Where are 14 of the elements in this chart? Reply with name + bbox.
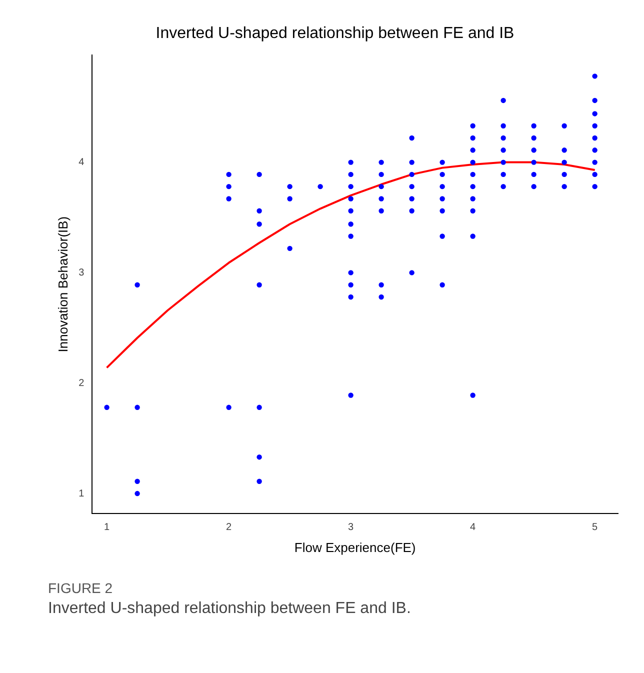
x-tick-label: 2 xyxy=(226,522,232,534)
x-tick-label: 3 xyxy=(348,522,354,534)
y-axis-title: Innovation Behavior(IB) xyxy=(55,216,70,352)
x-tick-label: 4 xyxy=(470,522,476,534)
y-tick-label: 1 xyxy=(78,488,85,500)
x-tick-label: 1 xyxy=(104,522,110,534)
y-tick-label: 3 xyxy=(78,267,85,278)
x-tick-label: 5 xyxy=(592,522,598,534)
caption: FIGURE 2 xyxy=(48,580,114,596)
y-tick-label: 4 xyxy=(78,157,85,168)
text: Inverted U-shaped relationship between FE and IB. xyxy=(48,600,412,618)
x-axis-title: Flow Experience(FE) xyxy=(294,540,416,555)
y-tick-label: 2 xyxy=(78,378,85,389)
chart-title: Inverted U-shaped relationship between FE and IB xyxy=(156,25,514,42)
